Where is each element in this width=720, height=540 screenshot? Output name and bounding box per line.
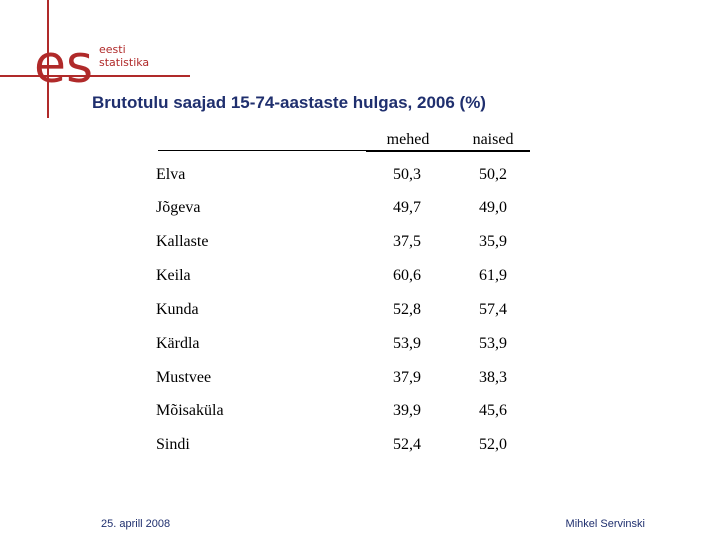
- logo-vertical-line: [47, 0, 49, 118]
- header-rule: [158, 150, 366, 151]
- row-value-naised: 50,2: [479, 166, 507, 183]
- footer-author: Mihkel Servinski: [565, 518, 645, 530]
- logo-wordmark: eesti statistika: [99, 43, 149, 69]
- footer-date: 25. aprill 2008: [101, 518, 171, 530]
- row-value-mehed: 52,8: [393, 301, 421, 318]
- row-value-naised: 38,3: [479, 369, 507, 386]
- table-row: Kunda 52,8 57,4: [0, 301, 720, 321]
- page-title: Brutotulu saajad 15-74-aastaste hulgas, …: [92, 93, 486, 112]
- row-value-mehed: 37,5: [393, 233, 421, 250]
- row-value-mehed: 53,9: [393, 335, 421, 352]
- header-rule-bold: [366, 150, 530, 152]
- table-row: Mõisaküla 39,9 45,6: [0, 402, 720, 422]
- table-row: Jõgeva 49,7 49,0: [0, 199, 720, 219]
- table-row: Sindi 52,4 52,0: [0, 436, 720, 456]
- table-row: Mustvee 37,9 38,3: [0, 369, 720, 389]
- table-row: Kärdla 53,9 53,9: [0, 335, 720, 355]
- table-row: Kallaste 37,5 35,9: [0, 233, 720, 253]
- logo-horizontal-line: [0, 75, 190, 77]
- row-value-mehed: 39,9: [393, 402, 421, 419]
- row-name: Mõisaküla: [156, 402, 224, 419]
- column-header-naised: naised: [472, 131, 514, 148]
- row-value-naised: 49,0: [479, 199, 507, 216]
- logo-line1: eesti: [99, 43, 126, 56]
- row-name: Kallaste: [156, 233, 209, 250]
- logo-line2: statistika: [99, 56, 149, 69]
- row-value-naised: 61,9: [479, 267, 507, 284]
- table-row: Keila 60,6 61,9: [0, 267, 720, 287]
- table-row: Elva 50,3 50,2: [0, 166, 720, 186]
- row-value-mehed: 60,6: [393, 267, 421, 284]
- row-value-naised: 45,6: [479, 402, 507, 419]
- row-value-naised: 53,9: [479, 335, 507, 352]
- row-value-mehed: 52,4: [393, 436, 421, 453]
- row-value-naised: 52,0: [479, 436, 507, 453]
- row-name: Sindi: [156, 436, 190, 453]
- row-name: Kunda: [156, 301, 199, 318]
- row-name: Mustvee: [156, 369, 212, 386]
- row-value-mehed: 49,7: [393, 199, 421, 216]
- logo-es-mark: es: [34, 38, 93, 88]
- row-name: Keila: [156, 267, 191, 284]
- column-header-mehed: mehed: [386, 131, 430, 148]
- row-name: Kärdla: [156, 335, 200, 352]
- logo-mark-text: es: [34, 38, 93, 88]
- row-name: Jõgeva: [156, 199, 201, 216]
- row-value-naised: 57,4: [479, 301, 507, 318]
- row-value-mehed: 37,9: [393, 369, 421, 386]
- row-name: Elva: [156, 166, 186, 183]
- row-value-mehed: 50,3: [393, 166, 421, 183]
- row-value-naised: 35,9: [479, 233, 507, 250]
